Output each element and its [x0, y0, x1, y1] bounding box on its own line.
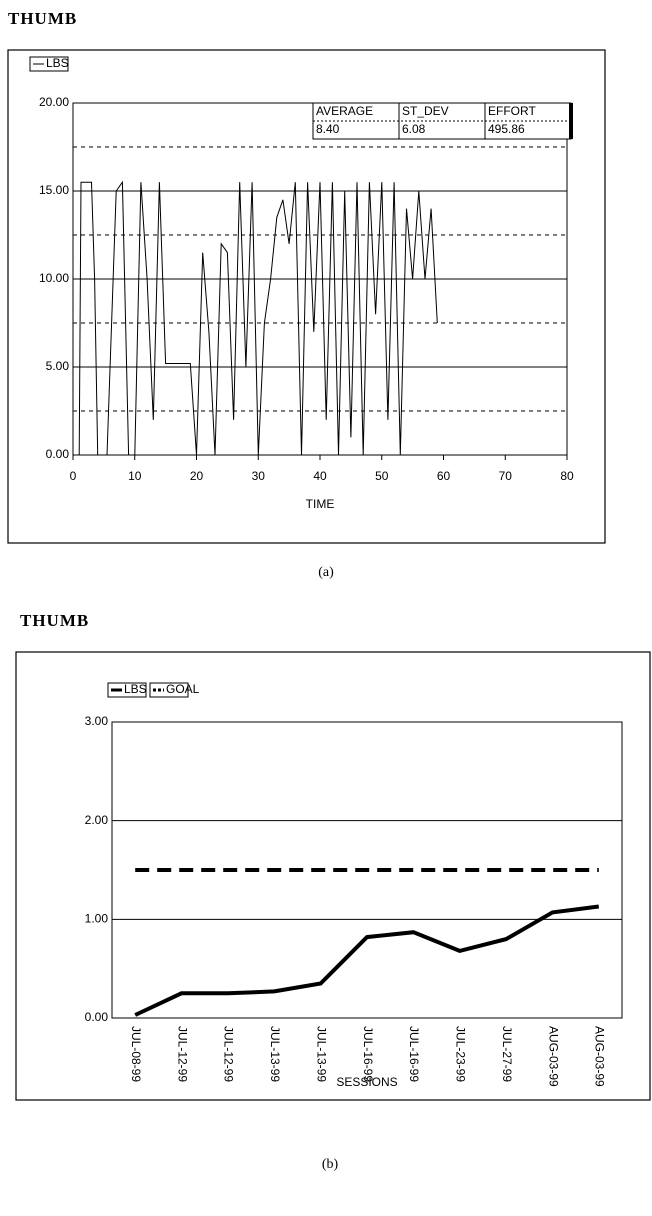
x-axis-label: SESSIONS — [336, 1075, 397, 1089]
x-tick-label: 60 — [437, 469, 451, 483]
x-tick-label: 0 — [70, 469, 77, 483]
x-tick-label: JUL-27-99 — [500, 1026, 514, 1082]
y-tick-label: 0.00 — [46, 447, 70, 461]
data-line — [134, 904, 600, 1017]
legend-box — [149, 682, 189, 698]
table-header: EFFORT — [488, 104, 536, 118]
y-tick-label: 5.00 — [46, 359, 70, 373]
y-tick-label: 1.00 — [85, 912, 109, 926]
table-cell: 8.40 — [316, 122, 340, 136]
caption: (a) — [318, 565, 334, 580]
chart-frame — [7, 49, 606, 544]
y-tick-label: 0.00 — [85, 1010, 109, 1024]
chart-title: THUMB — [8, 9, 77, 28]
x-tick-label: JUL-08-99 — [129, 1026, 143, 1082]
legend-label: LBS — [124, 682, 147, 696]
y-tick-label: 20.00 — [39, 95, 69, 109]
x-tick-label: AUG-03-99 — [546, 1026, 560, 1087]
y-tick-label: 3.00 — [85, 714, 109, 728]
data-line — [73, 180, 438, 456]
table-header: AVERAGE — [316, 104, 373, 118]
x-tick-label: JUL-23-99 — [454, 1026, 468, 1082]
x-tick-label: 80 — [560, 469, 574, 483]
x-tick-label: JUL-16-99 — [407, 1026, 421, 1082]
legend-label: LBS — [46, 56, 69, 70]
legend-label: GOAL — [166, 682, 200, 696]
x-tick-label: 30 — [252, 469, 266, 483]
y-tick-label: 2.00 — [85, 813, 109, 827]
y-tick-label: 10.00 — [39, 271, 69, 285]
chart-title: THUMB — [20, 611, 89, 630]
x-tick-label: 40 — [313, 469, 327, 483]
x-tick-label: JUL-13-99 — [268, 1026, 282, 1082]
chart-frame — [15, 651, 651, 1101]
caption: (b) — [322, 1157, 339, 1172]
legend-box — [29, 56, 69, 72]
table-header: ST_DEV — [402, 104, 449, 118]
x-tick-label: 20 — [190, 469, 204, 483]
x-tick-label: AUG-03-99 — [593, 1026, 607, 1087]
x-tick-label: 10 — [128, 469, 142, 483]
table-cell: 495.86 — [488, 122, 525, 136]
legend-box — [107, 682, 147, 698]
x-tick-label: 50 — [375, 469, 389, 483]
x-tick-label: JUL-13-99 — [314, 1026, 328, 1082]
x-tick-label: JUL-12-99 — [175, 1026, 189, 1082]
x-axis-label: TIME — [306, 497, 335, 511]
table-cell: 6.08 — [402, 122, 426, 136]
x-tick-label: JUL-16-99 — [361, 1026, 375, 1082]
y-tick-label: 15.00 — [39, 183, 69, 197]
x-tick-label: 70 — [499, 469, 513, 483]
x-tick-label: JUL-12-99 — [222, 1026, 236, 1082]
